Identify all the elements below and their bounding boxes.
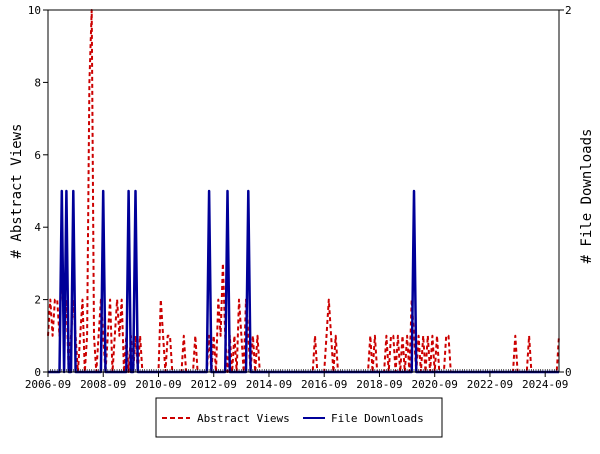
y-left-tick-label: 6 xyxy=(34,149,41,162)
series-layer xyxy=(47,9,560,374)
y-left-tick-label: 8 xyxy=(34,76,41,89)
legend: Abstract Views File Downloads xyxy=(155,397,443,438)
x-tick-label: 2016-09 xyxy=(301,378,347,391)
series-line-abstract-views xyxy=(47,9,560,373)
y-right-tick-label: 0 xyxy=(565,366,572,379)
legend-label-abstract-views: Abstract Views xyxy=(197,412,290,425)
x-tick-label: 2008-09 xyxy=(80,378,126,391)
x-tick-label: 2018-09 xyxy=(356,378,402,391)
x-tick-label: 2006-09 xyxy=(25,378,71,391)
y-right-tick-label: 2 xyxy=(565,4,572,17)
y-left-tick-label: 10 xyxy=(28,4,41,17)
x-tick-label: 2022-09 xyxy=(467,378,513,391)
x-tick-label: 2014-09 xyxy=(246,378,292,391)
x-tick-label: 2010-09 xyxy=(135,378,181,391)
legend-label-file-downloads: File Downloads xyxy=(331,412,424,425)
x-tick-label: 2024-09 xyxy=(522,378,568,391)
y-axis-left-title: # Abstract Views xyxy=(9,124,25,259)
series-line-file-downloads xyxy=(48,189,559,374)
y-axis-right-title: # File Downloads xyxy=(579,129,595,264)
x-tick-label: 2012-09 xyxy=(191,378,237,391)
y-left-tick-label: 2 xyxy=(34,294,41,307)
legend-box xyxy=(155,397,443,438)
x-tick-label: 2020-09 xyxy=(412,378,458,391)
y-left-tick-label: 0 xyxy=(34,366,41,379)
y-left-tick-label: 4 xyxy=(34,221,41,234)
plot-frame xyxy=(47,9,560,373)
